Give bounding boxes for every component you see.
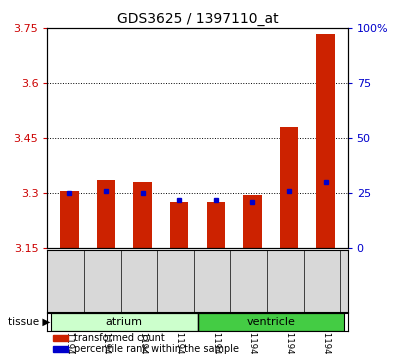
Bar xyxy=(53,346,68,352)
Bar xyxy=(97,180,115,248)
Text: transformed count: transformed count xyxy=(74,333,165,343)
Bar xyxy=(53,335,68,341)
Bar xyxy=(134,182,152,248)
Bar xyxy=(280,127,298,248)
Text: atrium: atrium xyxy=(106,317,143,327)
Bar xyxy=(60,191,79,248)
Bar xyxy=(170,202,188,248)
Bar xyxy=(51,313,198,331)
Bar xyxy=(207,202,225,248)
Text: tissue ▶: tissue ▶ xyxy=(8,317,50,327)
Bar xyxy=(316,34,335,248)
Bar xyxy=(243,195,261,248)
Text: percentile rank within the sample: percentile rank within the sample xyxy=(74,344,239,354)
Bar xyxy=(198,313,344,331)
Text: ventricle: ventricle xyxy=(246,317,295,327)
Title: GDS3625 / 1397110_at: GDS3625 / 1397110_at xyxy=(117,12,278,26)
